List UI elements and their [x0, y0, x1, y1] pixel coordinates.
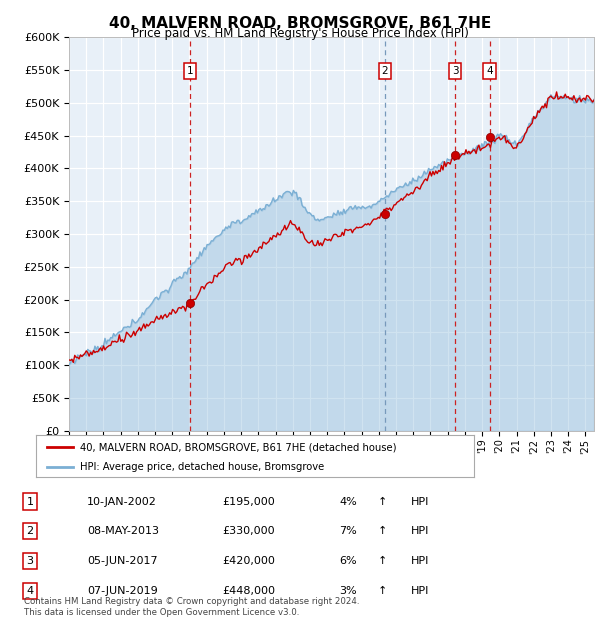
Text: HPI: Average price, detached house, Bromsgrove: HPI: Average price, detached house, Brom… [80, 462, 324, 472]
Text: 40, MALVERN ROAD, BROMSGROVE, B61 7HE: 40, MALVERN ROAD, BROMSGROVE, B61 7HE [109, 16, 491, 30]
Text: 4: 4 [26, 586, 34, 596]
Text: £420,000: £420,000 [222, 556, 275, 566]
Text: 4%: 4% [339, 497, 357, 507]
Text: HPI: HPI [411, 586, 430, 596]
Text: Price paid vs. HM Land Registry's House Price Index (HPI): Price paid vs. HM Land Registry's House … [131, 27, 469, 40]
Text: £330,000: £330,000 [222, 526, 275, 536]
Text: 2: 2 [26, 526, 34, 536]
Text: 7%: 7% [339, 526, 357, 536]
Text: 6%: 6% [339, 556, 356, 566]
Text: ↑: ↑ [378, 556, 388, 566]
Text: 05-JUN-2017: 05-JUN-2017 [87, 556, 158, 566]
Text: 40, MALVERN ROAD, BROMSGROVE, B61 7HE (detached house): 40, MALVERN ROAD, BROMSGROVE, B61 7HE (d… [80, 442, 397, 452]
Text: ↑: ↑ [378, 497, 388, 507]
Text: HPI: HPI [411, 497, 430, 507]
Text: 08-MAY-2013: 08-MAY-2013 [87, 526, 159, 536]
Text: HPI: HPI [411, 526, 430, 536]
Text: ↑: ↑ [378, 526, 388, 536]
Text: 10-JAN-2002: 10-JAN-2002 [87, 497, 157, 507]
Text: 1: 1 [26, 497, 34, 507]
Text: ↑: ↑ [378, 586, 388, 596]
Text: 1: 1 [187, 66, 193, 76]
Text: Contains HM Land Registry data © Crown copyright and database right 2024.
This d: Contains HM Land Registry data © Crown c… [24, 598, 359, 617]
Text: 2: 2 [382, 66, 388, 76]
Text: £448,000: £448,000 [222, 586, 275, 596]
Text: 3: 3 [26, 556, 34, 566]
Text: 3: 3 [452, 66, 458, 76]
Text: 3%: 3% [339, 586, 356, 596]
Text: 4: 4 [487, 66, 493, 76]
Text: 07-JUN-2019: 07-JUN-2019 [87, 586, 158, 596]
Text: HPI: HPI [411, 556, 430, 566]
Text: £195,000: £195,000 [222, 497, 275, 507]
